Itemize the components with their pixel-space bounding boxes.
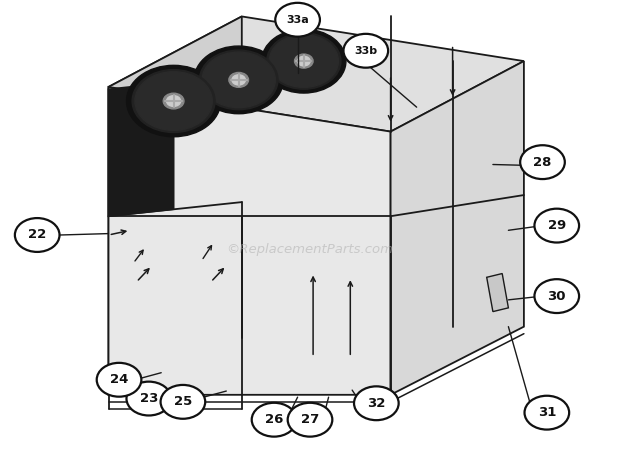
Polygon shape xyxy=(108,16,524,132)
Circle shape xyxy=(288,403,332,437)
Circle shape xyxy=(97,363,141,397)
Circle shape xyxy=(267,33,341,89)
Circle shape xyxy=(229,72,249,87)
Circle shape xyxy=(269,35,339,87)
Circle shape xyxy=(252,403,296,437)
Text: 31: 31 xyxy=(538,406,556,419)
Text: 24: 24 xyxy=(110,373,128,386)
Circle shape xyxy=(275,3,320,37)
Circle shape xyxy=(294,54,313,68)
Text: 23: 23 xyxy=(140,392,158,405)
Text: 22: 22 xyxy=(28,228,46,242)
Circle shape xyxy=(126,382,171,415)
Text: 25: 25 xyxy=(174,395,192,408)
Circle shape xyxy=(262,29,346,93)
Circle shape xyxy=(534,279,579,313)
Polygon shape xyxy=(391,61,524,395)
Text: ©ReplacementParts.com: ©ReplacementParts.com xyxy=(226,243,394,256)
Text: 29: 29 xyxy=(547,219,566,232)
Circle shape xyxy=(200,50,278,110)
Text: 33a: 33a xyxy=(286,15,309,25)
Polygon shape xyxy=(487,274,508,312)
Polygon shape xyxy=(108,87,391,395)
Circle shape xyxy=(135,72,212,130)
Circle shape xyxy=(525,396,569,430)
Text: 32: 32 xyxy=(367,397,386,410)
Circle shape xyxy=(15,218,60,252)
Circle shape xyxy=(520,145,565,179)
Polygon shape xyxy=(108,16,242,395)
Circle shape xyxy=(167,96,180,106)
Circle shape xyxy=(343,34,388,68)
Text: 33b: 33b xyxy=(354,46,378,56)
Circle shape xyxy=(132,70,215,133)
Text: 26: 26 xyxy=(265,413,283,426)
Circle shape xyxy=(534,209,579,243)
Circle shape xyxy=(202,52,275,108)
Text: 30: 30 xyxy=(547,290,566,303)
Circle shape xyxy=(298,56,310,66)
Circle shape xyxy=(194,46,283,114)
Circle shape xyxy=(163,93,184,109)
Circle shape xyxy=(354,386,399,420)
Text: 28: 28 xyxy=(533,156,552,169)
Circle shape xyxy=(232,75,246,85)
Text: 27: 27 xyxy=(301,413,319,426)
Polygon shape xyxy=(108,82,174,216)
Circle shape xyxy=(161,385,205,419)
Circle shape xyxy=(126,65,221,137)
